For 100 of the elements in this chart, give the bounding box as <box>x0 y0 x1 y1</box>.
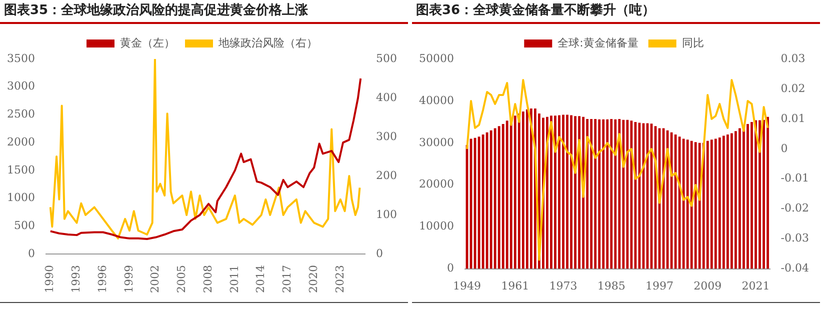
y-tick-label: 500 <box>14 219 35 232</box>
y2-tick-label: 0 <box>376 246 384 260</box>
y2-tick-label: -0.01 <box>780 172 810 185</box>
y-tick-label: 20000 <box>418 178 454 191</box>
bar <box>614 119 617 269</box>
bar <box>530 108 532 269</box>
bar <box>610 119 613 269</box>
y-tick-label: 2000 <box>6 135 35 148</box>
bar <box>718 137 721 269</box>
y2-tick-label: 0.03 <box>780 52 806 65</box>
bar <box>678 136 681 269</box>
y2-tick-label: 0 <box>780 142 788 155</box>
x-tick-label: 2008 <box>201 265 214 294</box>
bar <box>490 130 492 269</box>
bar <box>498 126 500 269</box>
y-tick-label: 2500 <box>6 108 35 121</box>
y-tick-label: 1500 <box>6 163 35 176</box>
bar <box>606 119 609 269</box>
bar <box>766 116 769 269</box>
bar <box>738 128 741 269</box>
x-tick-label: 2009 <box>694 279 722 292</box>
x-tick-label: 1997 <box>646 279 674 292</box>
bar <box>730 133 733 269</box>
y2-tick-label: 0.01 <box>780 112 806 125</box>
bar <box>562 114 564 269</box>
bar <box>634 122 637 269</box>
x-tick-label: 2005 <box>175 265 188 294</box>
bar <box>598 119 601 269</box>
bar <box>706 140 709 269</box>
y2-tick-label: -0.02 <box>780 202 810 215</box>
bar <box>526 109 528 269</box>
bar <box>550 116 552 269</box>
bar <box>690 140 693 269</box>
bar <box>638 122 641 269</box>
bar <box>754 120 757 269</box>
bar <box>502 124 504 269</box>
y2-tick-label: 100 <box>376 208 398 221</box>
x-tick-label: 2023 <box>333 265 346 294</box>
bar <box>630 120 633 269</box>
legend-label: 同比 <box>682 36 704 50</box>
bar <box>590 119 593 269</box>
bar <box>486 132 488 269</box>
y-tick-label: 0 <box>446 262 454 275</box>
bar <box>714 138 717 269</box>
bar <box>622 120 625 269</box>
y-tick-label: 10000 <box>418 220 454 233</box>
bar <box>762 120 765 269</box>
x-tick-label: 2017 <box>280 265 294 294</box>
x-tick-label: 1996 <box>96 265 109 294</box>
bar <box>514 116 516 269</box>
x-tick-label: 2014 <box>254 265 268 294</box>
bar <box>602 119 605 269</box>
bar <box>594 119 597 269</box>
x-tick-label: 1990 <box>43 265 56 294</box>
x-tick-label: 1973 <box>549 279 578 292</box>
bar <box>694 142 697 269</box>
x-tick-label: 2011 <box>228 265 241 294</box>
bar <box>750 122 753 269</box>
chart-title: 图表35：全球地缘政治风险的提高促进黄金价格上涨 <box>0 0 408 24</box>
bar <box>734 131 737 269</box>
y2-tick-label: 0.02 <box>780 82 806 95</box>
bar <box>554 116 556 269</box>
legend-label: 地缘政治风险（右） <box>218 36 318 50</box>
y-tick-label: 1000 <box>6 191 35 204</box>
bar <box>522 111 524 269</box>
bar <box>746 124 749 269</box>
y2-tick-label: 500 <box>376 52 398 65</box>
x-tick-label: 2002 <box>148 265 162 294</box>
x-tick-label: 2020 <box>306 265 320 294</box>
bar <box>710 140 713 269</box>
legend-label: 黄金（左） <box>120 36 175 50</box>
bar <box>494 128 496 269</box>
y-tick-label: 0 <box>28 246 35 260</box>
y2-tick-label: 400 <box>376 90 398 104</box>
y-tick-label: 3500 <box>6 52 35 65</box>
legend-label: 全球:黄金储备量 <box>558 36 638 50</box>
y2-tick-label: 200 <box>376 168 398 182</box>
y-tick-label: 50000 <box>418 52 454 65</box>
x-tick-label: 2021 <box>742 279 770 292</box>
bar <box>686 140 689 269</box>
y2-tick-label: 300 <box>376 130 398 143</box>
y-tick-label: 30000 <box>418 136 454 149</box>
bar <box>574 116 576 269</box>
bar <box>626 120 629 269</box>
bar <box>570 115 572 269</box>
y-tick-label: 3000 <box>6 80 35 93</box>
bar <box>682 138 685 269</box>
x-tick-label: 1949 <box>453 279 481 292</box>
x-tick-label: 1961 <box>501 279 530 292</box>
y2-tick-label: -0.04 <box>780 262 810 275</box>
x-tick-label: 1985 <box>597 279 626 292</box>
bar <box>506 120 508 269</box>
bar <box>566 114 568 269</box>
bar <box>726 134 729 269</box>
bar <box>618 119 621 269</box>
x-tick-label: 1993 <box>70 265 83 294</box>
y2-tick-label: -0.03 <box>780 232 810 245</box>
bar <box>558 115 560 269</box>
bar <box>722 136 725 269</box>
bar <box>518 114 520 269</box>
